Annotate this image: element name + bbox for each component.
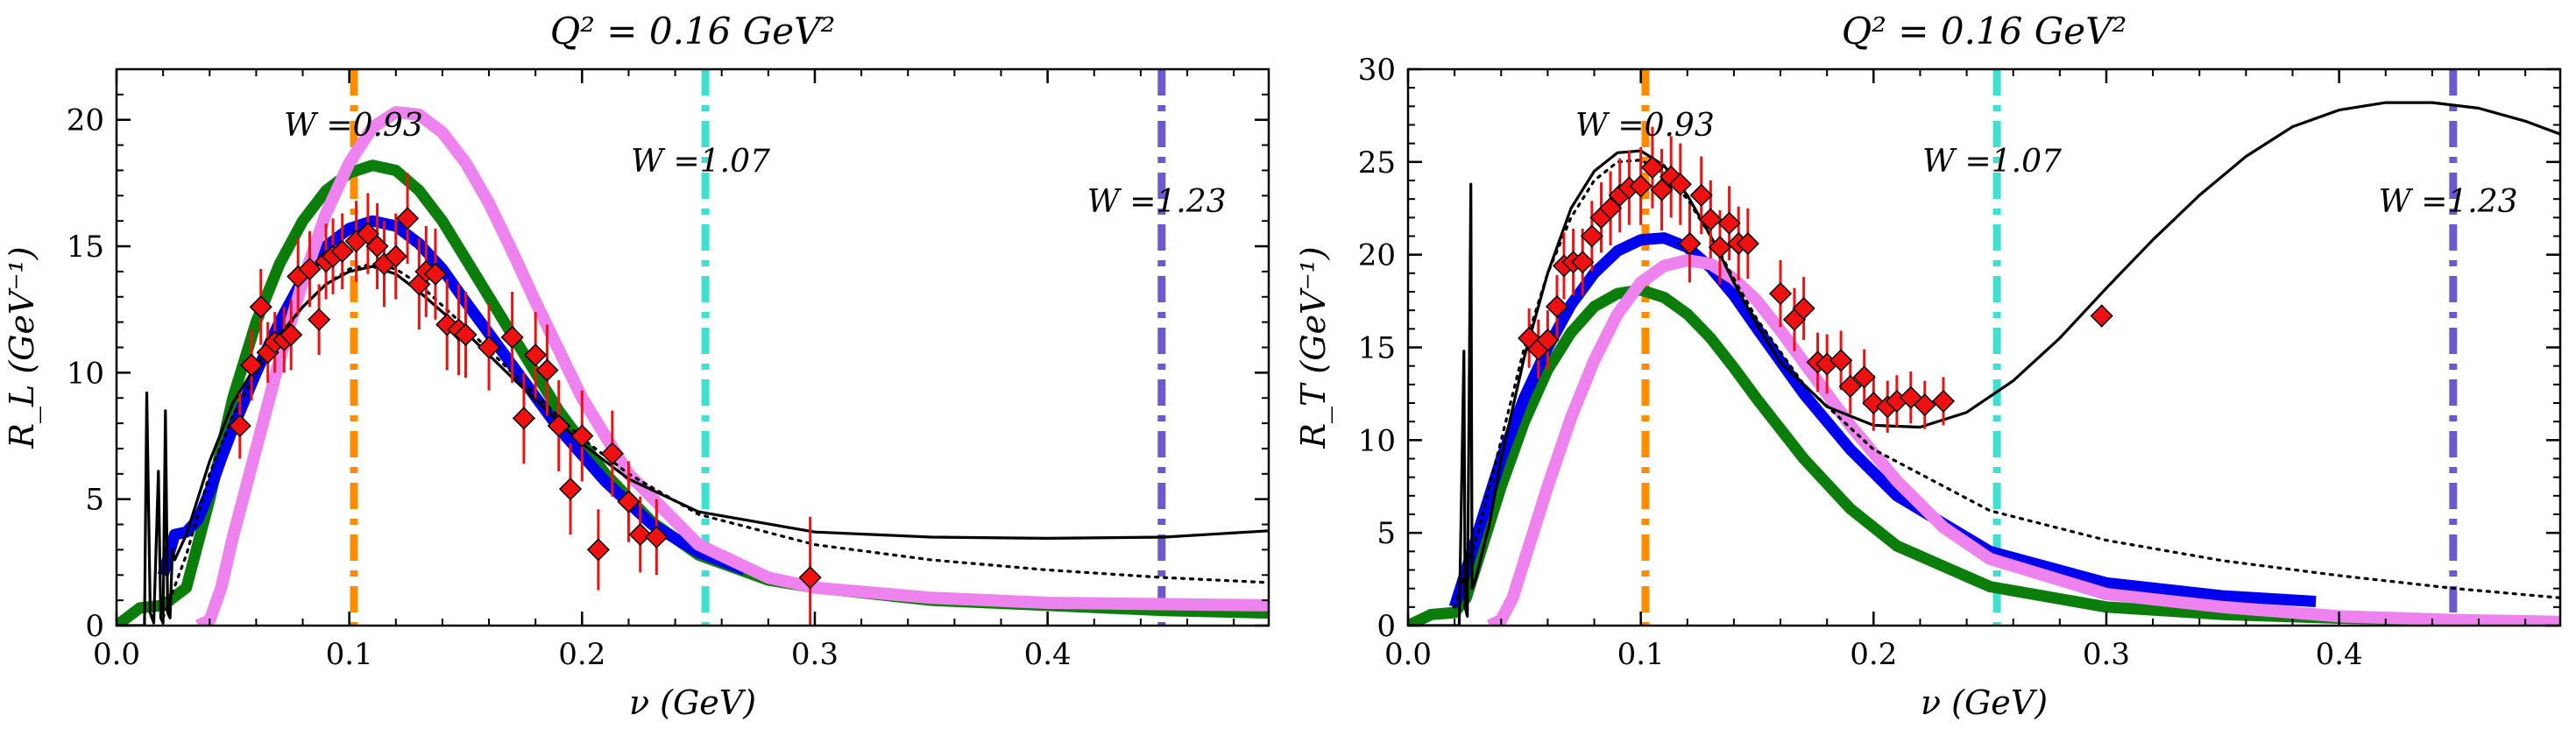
data-point: [570, 424, 594, 448]
data-point: [547, 414, 570, 438]
series-black-thin: [1408, 101, 2560, 626]
data-point: [512, 407, 535, 430]
x-tick-label: 0.1: [1617, 637, 1665, 672]
data-point: [535, 358, 559, 382]
data-point: [1852, 365, 1876, 389]
data-point: [558, 478, 583, 501]
data-point: [617, 490, 640, 513]
x-tick-label: 0.0: [1384, 637, 1432, 672]
data-point: [600, 442, 624, 465]
x-tick-label: 0.2: [558, 637, 605, 672]
y-axis-label: R_L (GeV⁻¹): [3, 246, 42, 449]
data-point: [240, 353, 264, 377]
x-tick-label: 0.0: [93, 637, 140, 672]
plot-area: [1408, 69, 2560, 626]
y-tick-label: 5: [85, 483, 104, 518]
w-annotation: W =0.93: [1575, 108, 1715, 144]
series-pink-thick: [1486, 254, 2560, 626]
data-point: [1629, 174, 1652, 198]
data-point: [628, 523, 652, 547]
data-point: [249, 295, 272, 319]
w-annotation: W =1.07: [1922, 144, 2062, 180]
data-point: [454, 323, 478, 347]
data-point: [2090, 304, 2113, 328]
data-point: [330, 239, 354, 263]
data-point: [1689, 183, 1713, 207]
series-black-dotted: [161, 262, 1269, 619]
data-point: [1717, 211, 1741, 235]
data-point: [384, 244, 407, 268]
series-green-thick: [117, 159, 1269, 626]
series-green-thick: [1408, 284, 2560, 626]
data-point: [798, 566, 822, 590]
x-axis-label: ν (GeV): [1921, 683, 2048, 722]
data-point: [1545, 294, 1569, 318]
w-annotation: W =1.23: [2379, 184, 2518, 220]
w-annotation: W =0.93: [284, 108, 423, 144]
data-point: [586, 538, 610, 562]
x-tick-label: 0.4: [1024, 637, 1072, 672]
data-point: [1792, 296, 1815, 321]
data-point: [1838, 374, 1862, 399]
data-point: [1829, 349, 1853, 372]
y-tick-label: 10: [1358, 423, 1396, 458]
data-point: [1699, 208, 1723, 231]
x-axis-label: ν (GeV): [629, 683, 756, 722]
data-point: [524, 343, 548, 367]
data-point: [1913, 393, 1936, 417]
y-tick-label: 25: [1358, 145, 1396, 180]
chart-panel-2: 0.0 0.1 0.2 0.3 0.4 0 5 10 15 20 25 30 W =0.93 W =1.0…: [1294, 10, 2562, 722]
data-point: [1536, 328, 1560, 352]
y-tick-label: 30: [1358, 53, 1396, 88]
x-tick-label: 0.3: [791, 637, 839, 672]
data-point: [1668, 173, 1692, 196]
data-point: [1931, 389, 1956, 413]
y-tick-label: 20: [67, 103, 104, 138]
x-tick-label: 0.2: [1850, 637, 1897, 672]
w-annotation: W =1.07: [631, 144, 770, 180]
y-tick-label: 15: [67, 230, 104, 265]
data-point: [280, 323, 303, 347]
data-point: [645, 525, 669, 549]
y-tick-label: 0: [85, 609, 104, 644]
data-point: [308, 308, 331, 331]
data-point: [1708, 236, 1732, 259]
y-tick-label: 15: [1358, 331, 1396, 366]
data-point: [1650, 178, 1674, 202]
chart-title: Q² = 0.16 GeV²: [550, 10, 836, 53]
y-tick-label: 20: [1358, 238, 1396, 273]
data-point: [1678, 231, 1702, 256]
x-tick-label: 0.3: [2083, 637, 2130, 672]
x-tick-label: 0.1: [326, 637, 373, 672]
chart-title: Q² = 0.16 GeV²: [1842, 10, 2127, 53]
data-point: [1599, 196, 1623, 220]
data-point: [365, 234, 389, 258]
data-point: [228, 414, 251, 438]
data-point: [1571, 251, 1595, 274]
data-point: [298, 257, 322, 281]
x-tick-label: 0.4: [2316, 637, 2363, 672]
y-tick-label: 10: [67, 356, 104, 391]
data-point: [423, 262, 448, 286]
y-axis-label: R_T (GeV⁻¹): [1294, 246, 1334, 449]
w-annotation: W =1.23: [1087, 184, 1227, 220]
data-point: [1736, 231, 1759, 256]
data-point: [1580, 224, 1603, 248]
data-point: [500, 325, 524, 350]
data-point: [396, 207, 420, 230]
chart-panel-1: 0.0 0.1 0.2 0.3 0.4 0 5 10 15 20 W =0.93 W =1.07 W =…: [3, 10, 1270, 722]
series-blue-thick: [157, 215, 747, 577]
y-tick-label: 5: [1376, 516, 1396, 551]
data-point: [1640, 156, 1665, 180]
plot-area: [117, 69, 1269, 626]
data-point: [477, 336, 501, 359]
series-pink-thick: [195, 106, 1269, 626]
y-tick-label: 0: [1376, 609, 1396, 644]
data-point: [1768, 282, 1793, 306]
